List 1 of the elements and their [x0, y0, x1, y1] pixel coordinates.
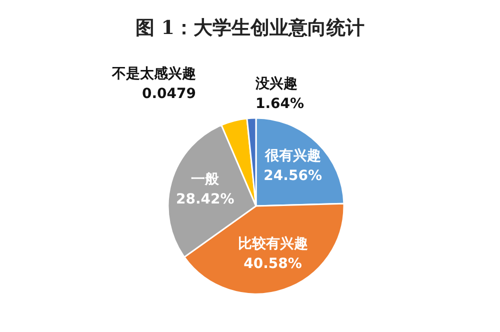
- title: 图 1：大学生创业意向统计: [136, 17, 364, 39]
